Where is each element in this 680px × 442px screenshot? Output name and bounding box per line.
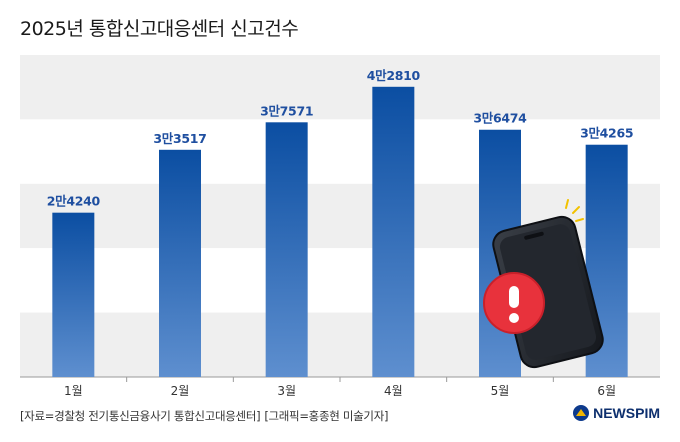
exclamation-alert-icon [483, 272, 545, 334]
chart-title: 2025년 통합신고대응센터 신고건수 [20, 18, 299, 40]
bar-chart: 2만4240 3만3517 3만7571 4만2810 3만6474 3만4265 1월 2… [20, 55, 660, 398]
credit-text: [그래픽=홍종현 미술기자] [264, 409, 389, 423]
newspim-logo-icon [573, 405, 590, 421]
grid-band [20, 55, 660, 120]
brand-name: NEWSPIM [593, 405, 660, 421]
bar-value-label: 3만6474 [473, 111, 527, 126]
chart-footer: [자료=경찰청 전기통신금융사기 통합신고대응센터] [그래픽=홍종현 미술기자] [20, 408, 392, 424]
alert-spark-icon [565, 199, 584, 222]
bar [372, 86, 415, 377]
x-tick-label: 5월 [491, 384, 510, 398]
bar-value-label: 4만2810 [367, 68, 421, 83]
bar [52, 212, 95, 377]
x-tick-label: 4월 [384, 384, 403, 398]
bar [159, 149, 201, 377]
bar [265, 122, 308, 377]
source-text: [자료=경찰청 전기통신금융사기 통합신고대응센터] [20, 409, 261, 423]
grid-band [20, 119, 660, 184]
bar-value-label: 2만4240 [47, 194, 101, 209]
x-tick-label: 2월 [171, 384, 190, 398]
x-tick-label: 1월 [64, 384, 83, 398]
brand-logo: NEWSPIM [573, 405, 660, 421]
bar-value-label: 3만4265 [580, 126, 633, 141]
bar-value-label: 3만3517 [153, 131, 206, 146]
x-tick-label: 3월 [277, 384, 296, 398]
bar-value-label: 3만7571 [260, 103, 313, 118]
x-tick-label: 6월 [597, 384, 616, 398]
